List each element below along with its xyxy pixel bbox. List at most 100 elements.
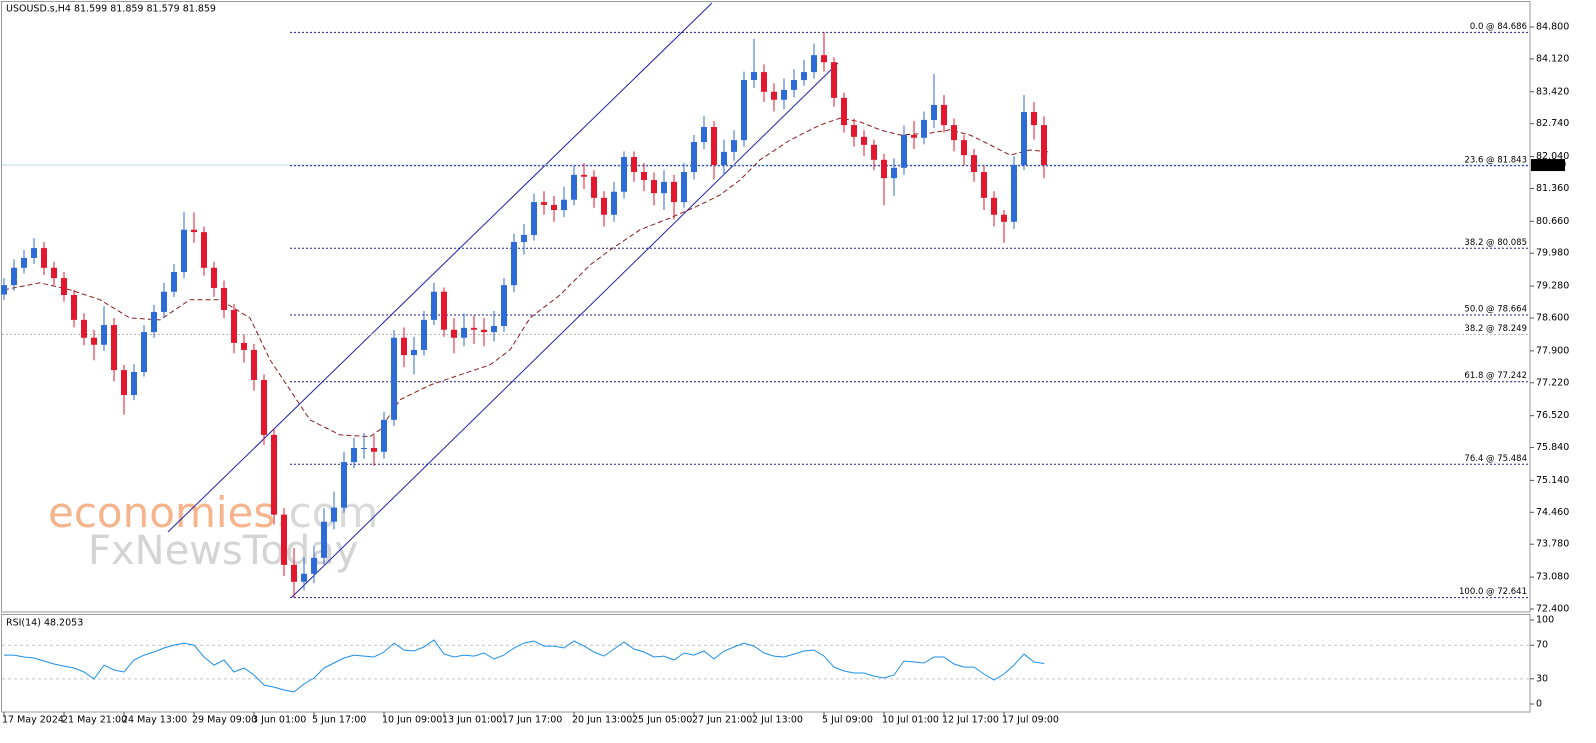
candle-body <box>471 327 477 330</box>
x-tick-label: 29 May 09:00 <box>192 715 257 726</box>
candle-body <box>271 434 277 515</box>
watermark-sub: FxNewsToday <box>88 528 358 574</box>
candle-body <box>151 311 157 333</box>
candle-body <box>291 564 297 582</box>
candle-body <box>971 155 977 173</box>
candle-body <box>381 419 387 452</box>
candle-body <box>551 204 557 211</box>
x-tick-label: 12 Jul 17:00 <box>942 715 999 726</box>
x-tick-label: 10 Jul 01:00 <box>882 715 939 726</box>
fib-label: 38.2 @ 80.085 <box>1464 238 1527 248</box>
y-tick-label: 82.740 <box>1536 118 1569 129</box>
candle-body <box>1 285 7 295</box>
candle-body <box>141 332 147 372</box>
candle-body <box>1001 214 1007 222</box>
x-tick-label: 20 Jun 13:00 <box>572 715 632 726</box>
y-tick-label: 0 <box>1536 699 1542 710</box>
candle-body <box>531 202 537 235</box>
candle-body <box>511 241 517 286</box>
candle-body <box>621 157 627 192</box>
candle-body <box>131 371 137 395</box>
candle-body <box>641 172 647 181</box>
watermark-brand: economies <box>48 488 275 537</box>
y-tick-label: 74.460 <box>1536 507 1569 518</box>
candle-body <box>571 174 577 200</box>
candle-body <box>881 159 887 179</box>
candle-body <box>671 181 677 203</box>
candle-body <box>951 125 957 141</box>
chart-title: USOUSD.s,H4 81.599 81.859 81.579 81.859 <box>6 4 216 15</box>
candle-body <box>861 136 867 145</box>
candle-body <box>91 337 97 345</box>
y-tick-label: 76.520 <box>1536 410 1569 421</box>
candle-body <box>251 349 257 380</box>
candle-body <box>81 319 87 338</box>
candle-body <box>561 199 567 211</box>
fib-label: 23.6 @ 81.843 <box>1464 155 1527 165</box>
y-tick-label: 73.780 <box>1536 539 1569 550</box>
x-tick-label: 27 Jun 21:00 <box>692 715 752 726</box>
candle-body <box>681 172 687 203</box>
candle-body <box>661 181 667 194</box>
x-tick-label: 5 Jun 17:00 <box>312 715 366 726</box>
candle-body <box>111 325 117 371</box>
fib-label: 50.0 @ 78.664 <box>1464 305 1527 315</box>
candle-body <box>1011 165 1017 222</box>
y-tick-label: 83.420 <box>1536 86 1569 97</box>
candle-body <box>11 267 17 286</box>
candle-body <box>221 287 227 311</box>
candle-body <box>311 557 317 574</box>
x-tick-label: 17 May 2024 <box>2 715 64 726</box>
candle-body <box>301 573 307 582</box>
y-tick-label: 75.140 <box>1536 475 1569 486</box>
candle-body <box>891 167 897 179</box>
candle-body <box>521 234 527 242</box>
x-tick-label: 3 Jun 01:00 <box>252 715 306 726</box>
y-tick-label: 75.840 <box>1536 442 1569 453</box>
candle-body <box>331 507 337 522</box>
candle-body <box>321 521 327 558</box>
y-tick-label: 82.040 <box>1536 151 1569 162</box>
candle-body <box>21 257 27 268</box>
candle-body <box>591 176 597 198</box>
candle-body <box>581 174 587 177</box>
y-tick-label: 30 <box>1536 673 1548 684</box>
candle-body <box>501 285 507 326</box>
candle-body <box>371 448 377 452</box>
candle-body <box>931 104 937 120</box>
candle-body <box>791 80 797 90</box>
x-tick-label: 13 Jun 01:00 <box>442 715 502 726</box>
candle-body <box>431 291 437 320</box>
candle-body <box>401 337 407 356</box>
candle-body <box>921 119 927 138</box>
candle-body <box>961 140 967 156</box>
candle-body <box>421 319 427 350</box>
rsi-line <box>4 639 1045 693</box>
y-tick-label: 77.900 <box>1536 345 1569 356</box>
candle-body <box>491 325 497 333</box>
x-tick-label: 17 Jul 09:00 <box>1002 715 1059 726</box>
x-tick-label: 2 Jul 13:00 <box>752 715 803 726</box>
candle-body <box>361 448 367 450</box>
candle-body <box>831 62 837 98</box>
candle-body <box>461 327 467 338</box>
candle-body <box>341 462 347 508</box>
candle-body <box>941 104 947 126</box>
candle-body <box>711 126 717 166</box>
candle-body <box>181 229 187 273</box>
channel-lower <box>291 62 839 598</box>
candle-body <box>981 172 987 198</box>
candle-body <box>651 180 657 194</box>
moving-average <box>3 117 1049 438</box>
candle-body <box>481 329 487 333</box>
candle-body <box>841 97 847 126</box>
channel-upper <box>167 2 713 533</box>
candle-body <box>741 80 747 141</box>
y-tick-label: 79.280 <box>1536 281 1569 292</box>
candle-body <box>71 295 77 320</box>
candle-body <box>911 134 917 138</box>
candle-body <box>281 514 287 565</box>
candle-body <box>991 197 997 215</box>
